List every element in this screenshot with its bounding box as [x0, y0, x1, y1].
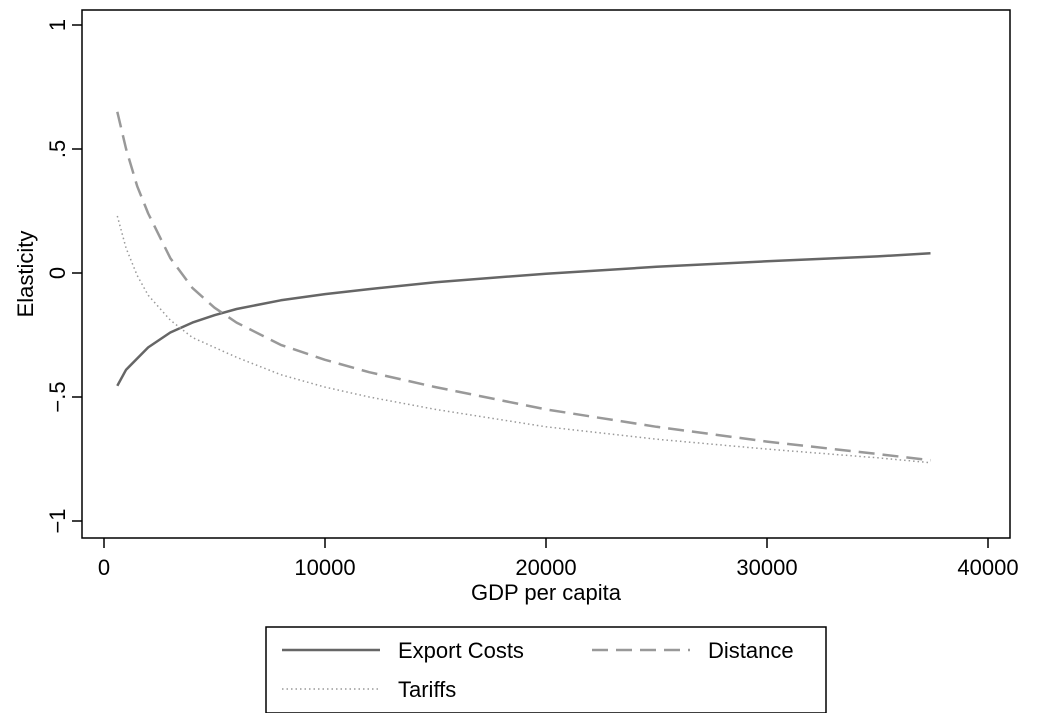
x-tick-label: 20000 [515, 555, 576, 580]
legend-label: Distance [708, 638, 794, 663]
y-tick-label: .5 [45, 140, 70, 158]
legend-label: Export Costs [398, 638, 524, 663]
series-layer [116, 111, 931, 464]
x-axis-title: GDP per capita [471, 580, 622, 605]
x-tick-label: 40000 [957, 555, 1018, 580]
series-line-export-costs [116, 251, 931, 387]
y-axis: −1 −.5 0 .5 1 [45, 19, 82, 534]
y-axis-title: Elasticity [13, 231, 38, 318]
series-line-distance [116, 111, 931, 462]
x-axis: 0 10000 20000 30000 40000 [98, 538, 1019, 580]
legend-items: Export Costs Distance Tariffs [282, 638, 794, 702]
y-tick-label: −1 [45, 508, 70, 533]
x-tick-label: 30000 [736, 555, 797, 580]
legend-label: Tariffs [398, 677, 456, 702]
x-tick-label: 10000 [294, 555, 355, 580]
y-tick-label: 1 [45, 19, 70, 31]
y-tick-label: −.5 [45, 381, 70, 412]
series-line-tariffs [116, 215, 931, 464]
legend: Export Costs Distance Tariffs [265, 626, 827, 713]
y-tick-label: 0 [45, 267, 70, 279]
legend-box [265, 626, 827, 713]
x-tick-label: 0 [98, 555, 110, 580]
